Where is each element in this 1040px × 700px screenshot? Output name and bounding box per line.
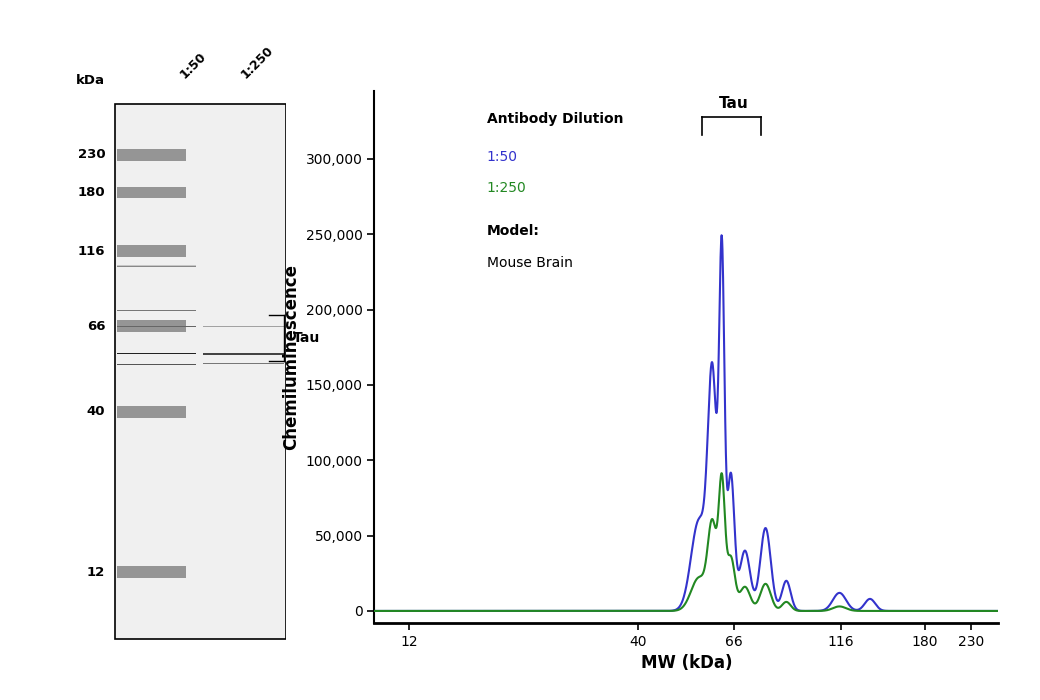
Text: 12: 12: [87, 566, 105, 579]
Bar: [118, 265, 196, 267]
Text: 1:50: 1:50: [487, 150, 518, 164]
Text: Tau: Tau: [293, 330, 320, 344]
Bar: [118, 266, 196, 267]
Bar: [203, 354, 284, 355]
Bar: [118, 566, 186, 578]
Text: kDa: kDa: [76, 74, 105, 87]
Bar: [203, 354, 284, 355]
Bar: [203, 354, 284, 355]
Bar: [118, 265, 196, 267]
Y-axis label: Chemiluminescence: Chemiluminescence: [282, 264, 300, 450]
Bar: [203, 354, 284, 355]
Bar: [118, 246, 186, 257]
Bar: [118, 353, 196, 354]
Bar: [118, 266, 196, 267]
Bar: [118, 353, 196, 354]
Bar: [118, 321, 186, 332]
Text: 180: 180: [78, 186, 105, 199]
Text: 1:250: 1:250: [487, 181, 526, 195]
Bar: [118, 266, 196, 267]
Bar: [203, 354, 284, 355]
Text: 1:250: 1:250: [238, 43, 276, 80]
Bar: [118, 266, 196, 267]
Bar: [118, 353, 196, 354]
Bar: [118, 353, 196, 354]
Bar: [118, 265, 196, 267]
Text: Tau: Tau: [719, 96, 749, 111]
Bar: [118, 353, 196, 354]
Bar: [118, 266, 196, 267]
Bar: [203, 354, 284, 355]
Bar: [118, 353, 196, 354]
Bar: [203, 354, 284, 355]
Text: 66: 66: [86, 320, 105, 332]
Bar: [118, 353, 196, 354]
Bar: [118, 266, 196, 267]
Bar: [118, 353, 196, 354]
Bar: [118, 406, 186, 418]
Bar: [118, 265, 196, 267]
Text: 40: 40: [86, 405, 105, 419]
Bar: [203, 354, 284, 355]
Bar: [118, 266, 196, 267]
Bar: [118, 265, 196, 267]
Bar: [118, 266, 196, 267]
Bar: [118, 266, 196, 267]
Bar: [118, 353, 196, 354]
Text: 230: 230: [78, 148, 105, 162]
Bar: [118, 353, 196, 354]
Bar: [118, 265, 196, 267]
Bar: [118, 266, 196, 267]
X-axis label: MW (kDa): MW (kDa): [641, 654, 732, 673]
Bar: [118, 266, 196, 267]
Text: 1:50: 1:50: [177, 50, 209, 80]
Bar: [118, 353, 196, 354]
Bar: [203, 354, 284, 355]
Bar: [118, 266, 196, 267]
Bar: [203, 354, 284, 355]
Bar: [118, 266, 196, 267]
Bar: [118, 353, 196, 354]
Text: Antibody Dilution: Antibody Dilution: [487, 112, 623, 126]
Bar: [118, 266, 196, 267]
Bar: [118, 266, 196, 267]
Bar: [118, 353, 196, 354]
Bar: [203, 354, 284, 355]
Text: Model:: Model:: [487, 224, 540, 238]
Bar: [118, 149, 186, 161]
Bar: [118, 266, 196, 267]
Text: 116: 116: [78, 245, 105, 258]
Bar: [118, 265, 196, 267]
Text: Mouse Brain: Mouse Brain: [487, 256, 573, 270]
Bar: [114, 104, 286, 639]
Bar: [118, 266, 196, 267]
Bar: [118, 266, 196, 267]
Bar: [118, 353, 196, 354]
Bar: [118, 265, 196, 267]
Bar: [118, 265, 196, 267]
Bar: [203, 354, 284, 355]
Bar: [118, 187, 186, 198]
Bar: [118, 353, 196, 354]
Bar: [118, 353, 196, 354]
Bar: [118, 353, 196, 354]
Bar: [118, 266, 196, 267]
